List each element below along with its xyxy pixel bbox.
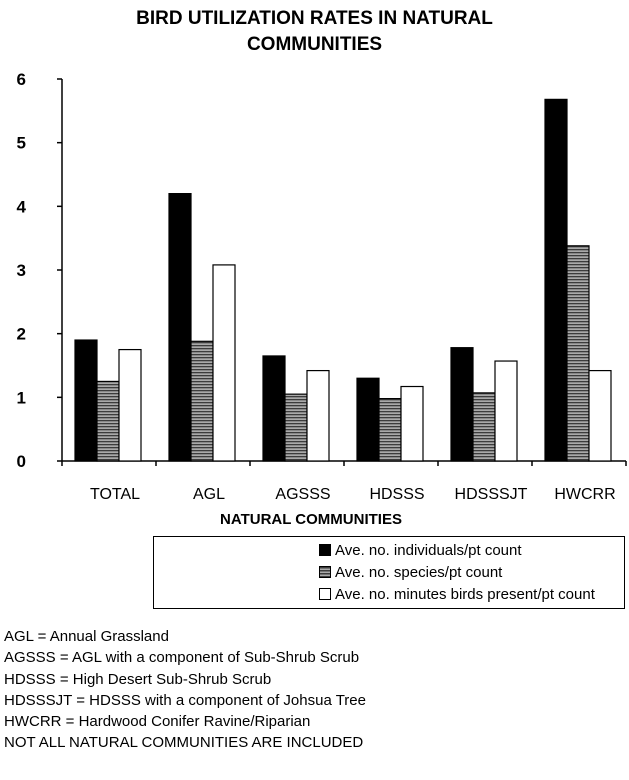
- x-tick-label: HDSSS: [369, 486, 424, 503]
- x-tick-label: TOTAL: [90, 486, 140, 503]
- bar-individuals-hdsss: [356, 377, 380, 462]
- bar-individuals-hwcrr: [544, 98, 568, 462]
- bar-minutes-hdsssjt: [494, 360, 518, 462]
- legend-item-individuals: Ave. no. individuals/pt count: [319, 542, 522, 559]
- note-line: HWCRR = Hardwood Conifer Ravine/Riparian: [4, 713, 311, 731]
- legend-swatch-individuals: [319, 544, 331, 556]
- note-line: NOT ALL NATURAL COMMUNITIES ARE INCLUDED: [4, 734, 364, 752]
- chart-legend: Ave. no. individuals/pt count Ave. no. s…: [153, 536, 625, 609]
- note-line: HDSSS = High Desert Sub-Shrub Scrub: [4, 670, 272, 688]
- bar-species-agsss: [284, 393, 308, 462]
- legend-swatch-minutes: [319, 588, 331, 600]
- bar-species-hdsss: [378, 398, 402, 462]
- bar-chart: 0 1 2 3 4 5 6 TOTAL AGL AGSSS HDSSS HDSSSJT HWCRR NAT…: [17, 70, 627, 528]
- bar-species-hdsssjt: [472, 392, 496, 462]
- y-tick-label: 3: [17, 261, 26, 280]
- y-tick-label: 0: [17, 452, 26, 471]
- x-tick-label: AGL: [193, 486, 225, 503]
- bar-individuals-hdsssjt: [450, 347, 474, 462]
- bar-minutes-hwcrr: [588, 369, 612, 462]
- note-line: AGL = Annual Grassland: [4, 628, 169, 645]
- legend-item-species: Ave. no. species/pt count: [319, 564, 502, 581]
- y-tick-label: 6: [17, 70, 26, 89]
- x-axis-title: NATURAL COMMUNITIES: [220, 511, 402, 528]
- bar-individuals-agl: [168, 193, 192, 462]
- chart-title: BIRD UTILIZATION RATES IN NATURAL COMMUN…: [0, 6, 629, 58]
- legend-label-minutes: Ave. no. minutes birds present/pt count: [335, 586, 595, 603]
- y-tick-label: 4: [17, 197, 27, 216]
- bar-species-hwcrr: [566, 245, 590, 462]
- legend-swatch-species: [319, 566, 331, 578]
- x-tick-label: HWCRR: [554, 486, 615, 503]
- bar-minutes-hdsss: [400, 385, 424, 462]
- bar-minutes-total: [118, 348, 142, 462]
- chart-title-line-2: COMMUNITIES: [246, 34, 383, 55]
- bar-individuals-total: [74, 339, 98, 462]
- note-line: AGSSS = AGL with a component of Sub-Shru…: [4, 649, 360, 667]
- y-tick-label: 5: [17, 134, 26, 153]
- note-line: HDSSSJT = HDSSS with a component of Johs…: [4, 691, 366, 709]
- bar-minutes-agsss: [306, 369, 330, 462]
- legend-label-individuals: Ave. no. individuals/pt count: [335, 542, 522, 559]
- bar-individuals-agsss: [262, 355, 286, 462]
- legend-item-minutes: Ave. no. minutes birds present/pt count: [319, 586, 595, 603]
- x-tick-label: HDSSSJT: [455, 486, 528, 503]
- chart-title-line-1: BIRD UTILIZATION RATES IN NATURAL: [136, 8, 493, 29]
- bar-species-total: [96, 380, 120, 462]
- legend-label-species: Ave. no. species/pt count: [335, 564, 503, 581]
- y-tick-label: 2: [17, 325, 26, 344]
- bar-minutes-agl: [212, 264, 236, 462]
- x-tick-label: AGSSS: [275, 486, 330, 503]
- bar-species-agl: [190, 340, 214, 462]
- y-tick-label: 1: [17, 388, 26, 407]
- abbreviation-notes: AGL = Annual Grassland AGSSS = AGL with …: [4, 626, 366, 754]
